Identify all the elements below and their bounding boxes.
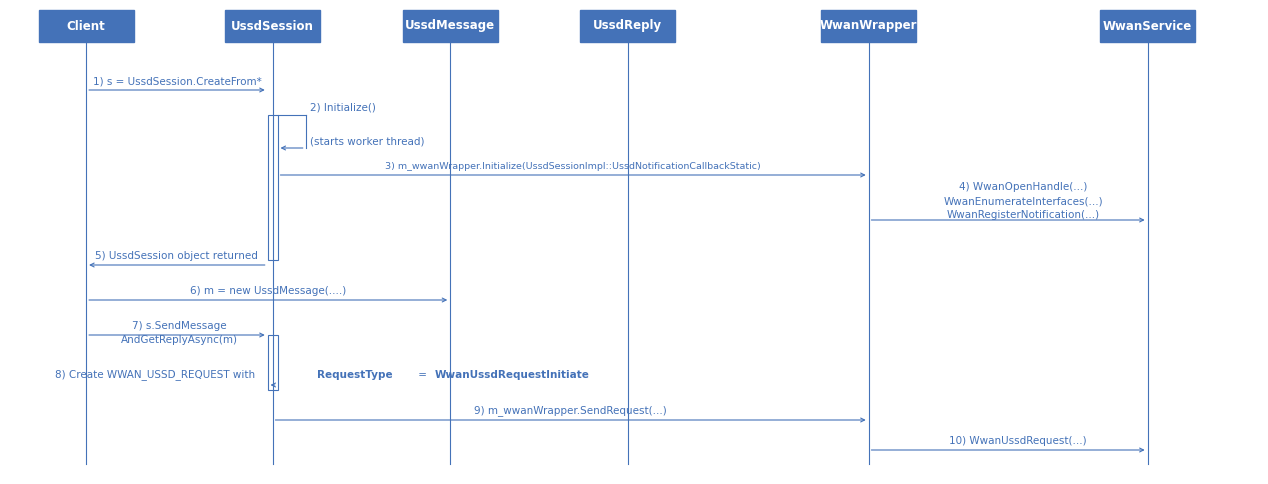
Text: 1) s = UssdSession.CreateFrom*: 1) s = UssdSession.CreateFrom*: [93, 76, 261, 86]
Text: WwanRegisterNotification(...): WwanRegisterNotification(...): [946, 210, 1099, 220]
Text: WwanWrapper: WwanWrapper: [820, 19, 917, 32]
Text: =: =: [415, 370, 430, 380]
Text: 2) Initialize(): 2) Initialize(): [309, 103, 375, 113]
Text: (starts worker thread): (starts worker thread): [309, 136, 424, 146]
Text: 8) Create WWAN_USSD_REQUEST with: 8) Create WWAN_USSD_REQUEST with: [55, 369, 259, 380]
Text: 5) UssdSession object returned: 5) UssdSession object returned: [95, 251, 259, 261]
Bar: [268, 335, 278, 390]
Text: UssdReply: UssdReply: [593, 19, 662, 32]
Bar: [226, 10, 320, 42]
Text: WwanUssdRequestInitiate: WwanUssdRequestInitiate: [435, 370, 590, 380]
Bar: [581, 10, 675, 42]
Bar: [403, 10, 497, 42]
Bar: [39, 10, 133, 42]
Text: Client: Client: [67, 19, 105, 32]
Text: WwanService: WwanService: [1103, 19, 1192, 32]
Text: WwanEnumerateInterfaces(...): WwanEnumerateInterfaces(...): [943, 196, 1103, 206]
Text: 10) WwanUssdRequest(...): 10) WwanUssdRequest(...): [950, 436, 1087, 446]
Text: 7) s.SendMessage: 7) s.SendMessage: [132, 321, 227, 331]
Bar: [268, 115, 278, 260]
Text: 4) WwanOpenHandle(...): 4) WwanOpenHandle(...): [959, 182, 1087, 192]
Text: UssdMessage: UssdMessage: [404, 19, 496, 32]
Bar: [1101, 10, 1194, 42]
Text: 3) m_wwanWrapper.Initialize(UssdSessionImpl::UssdNotificationCallbackStatic): 3) m_wwanWrapper.Initialize(UssdSessionI…: [385, 162, 761, 171]
Text: 9) m_wwanWrapper.SendRequest(...): 9) m_wwanWrapper.SendRequest(...): [474, 405, 667, 416]
Text: UssdSession: UssdSession: [231, 19, 314, 32]
Text: 6) m = new UssdMessage(....): 6) m = new UssdMessage(....): [190, 286, 346, 296]
Bar: [822, 10, 915, 42]
Text: AndGetReplyAsync(m): AndGetReplyAsync(m): [120, 335, 238, 345]
Text: RequestType: RequestType: [317, 370, 393, 380]
